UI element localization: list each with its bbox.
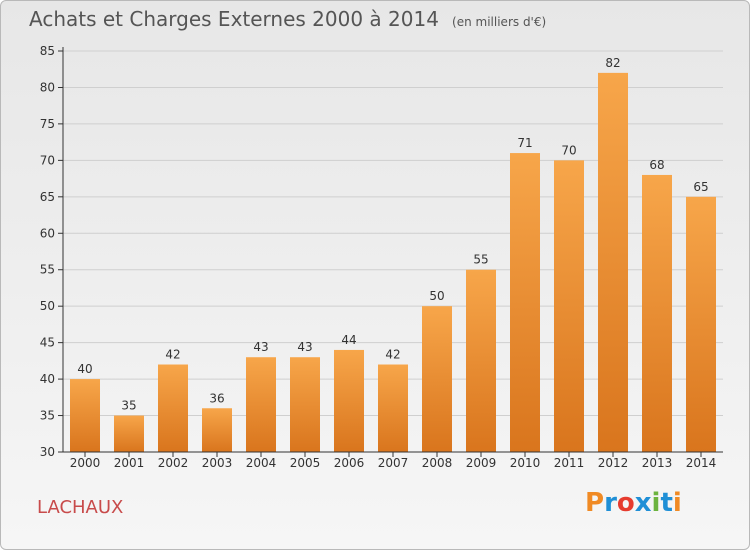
y-tick-label: 60 [40,226,55,240]
y-tick-label: 55 [40,263,55,277]
bar [510,153,540,452]
bars [70,72,716,453]
axes [58,47,723,457]
y-tick-label: 45 [40,336,55,350]
y-tick-label: 85 [40,44,55,58]
bar [642,174,672,453]
bar-value-label: 35 [121,399,136,413]
x-tick-label: 2008 [422,456,453,470]
title-row: Achats et Charges Externes 2000 à 2014 (… [29,7,546,31]
bar-value-label: 42 [385,348,400,362]
bar-value-label: 42 [165,348,180,362]
y-tick-label: 65 [40,190,55,204]
y-tick-label: 70 [40,153,55,167]
bar [334,349,364,452]
bar [378,364,408,452]
bar [158,364,188,452]
y-tick-label: 80 [40,80,55,94]
x-tick-label: 2014 [686,456,717,470]
y-tick-label: 75 [40,117,55,131]
bar-value-label: 55 [473,253,488,267]
bar-value-label: 50 [429,289,444,303]
x-tick-label: 2000 [70,456,101,470]
bar-value-label: 68 [649,158,664,172]
x-tick-label: 2004 [246,456,277,470]
bar-value-label: 44 [341,333,356,347]
bar-value-label: 43 [297,340,312,354]
bar [554,160,584,452]
proxiti-logo: Proxiti [585,488,682,518]
bar [246,357,276,452]
logo-letter: P [585,488,605,518]
bar-value-label: 36 [209,391,224,405]
y-tick-label: 30 [40,445,55,459]
x-tick-label: 2003 [202,456,233,470]
logo-letter: t [660,488,673,518]
bar [290,357,320,452]
bar [422,306,452,452]
logo-letter: i [651,488,661,518]
x-tick-label: 2005 [290,456,321,470]
bar-value-label: 71 [517,136,532,150]
x-tick-label: 2013 [642,456,673,470]
y-tick-label: 40 [40,372,55,386]
bar [466,269,496,452]
bar-value-label: 43 [253,340,268,354]
bar [202,408,232,452]
logo-letter: o [616,488,635,518]
x-tick-label: 2010 [510,456,541,470]
logo-letter: i [672,488,682,518]
x-tick-label: 2012 [598,456,629,470]
bar-value-label: 65 [693,180,708,194]
bar [114,415,144,452]
x-tick-label: 2001 [114,456,145,470]
location-label: LACHAUX [37,497,124,518]
y-tick-label: 50 [40,299,55,313]
bar-value-label: 40 [77,362,92,376]
y-tick-label: 35 [40,409,55,423]
x-tick-label: 2009 [466,456,497,470]
x-tick-label: 2002 [158,456,189,470]
bar-value-label: 82 [605,56,620,70]
chart-title: Achats et Charges Externes 2000 à 2014 [29,7,439,31]
x-tick-label: 2006 [334,456,365,470]
labels: 30 35 40 45 50 55 60 65 70 75 80 85 40 2000 35 2001 42 20… [40,44,717,470]
logo-letter: r [604,488,617,518]
bar-value-label: 70 [561,143,576,157]
x-tick-label: 2007 [378,456,409,470]
bar [686,196,716,452]
chart-subtitle: (en milliers d'€) [452,15,547,29]
bar [70,379,100,452]
bar [598,72,628,452]
x-tick-label: 2011 [554,456,585,470]
logo-letter: x [634,488,652,518]
